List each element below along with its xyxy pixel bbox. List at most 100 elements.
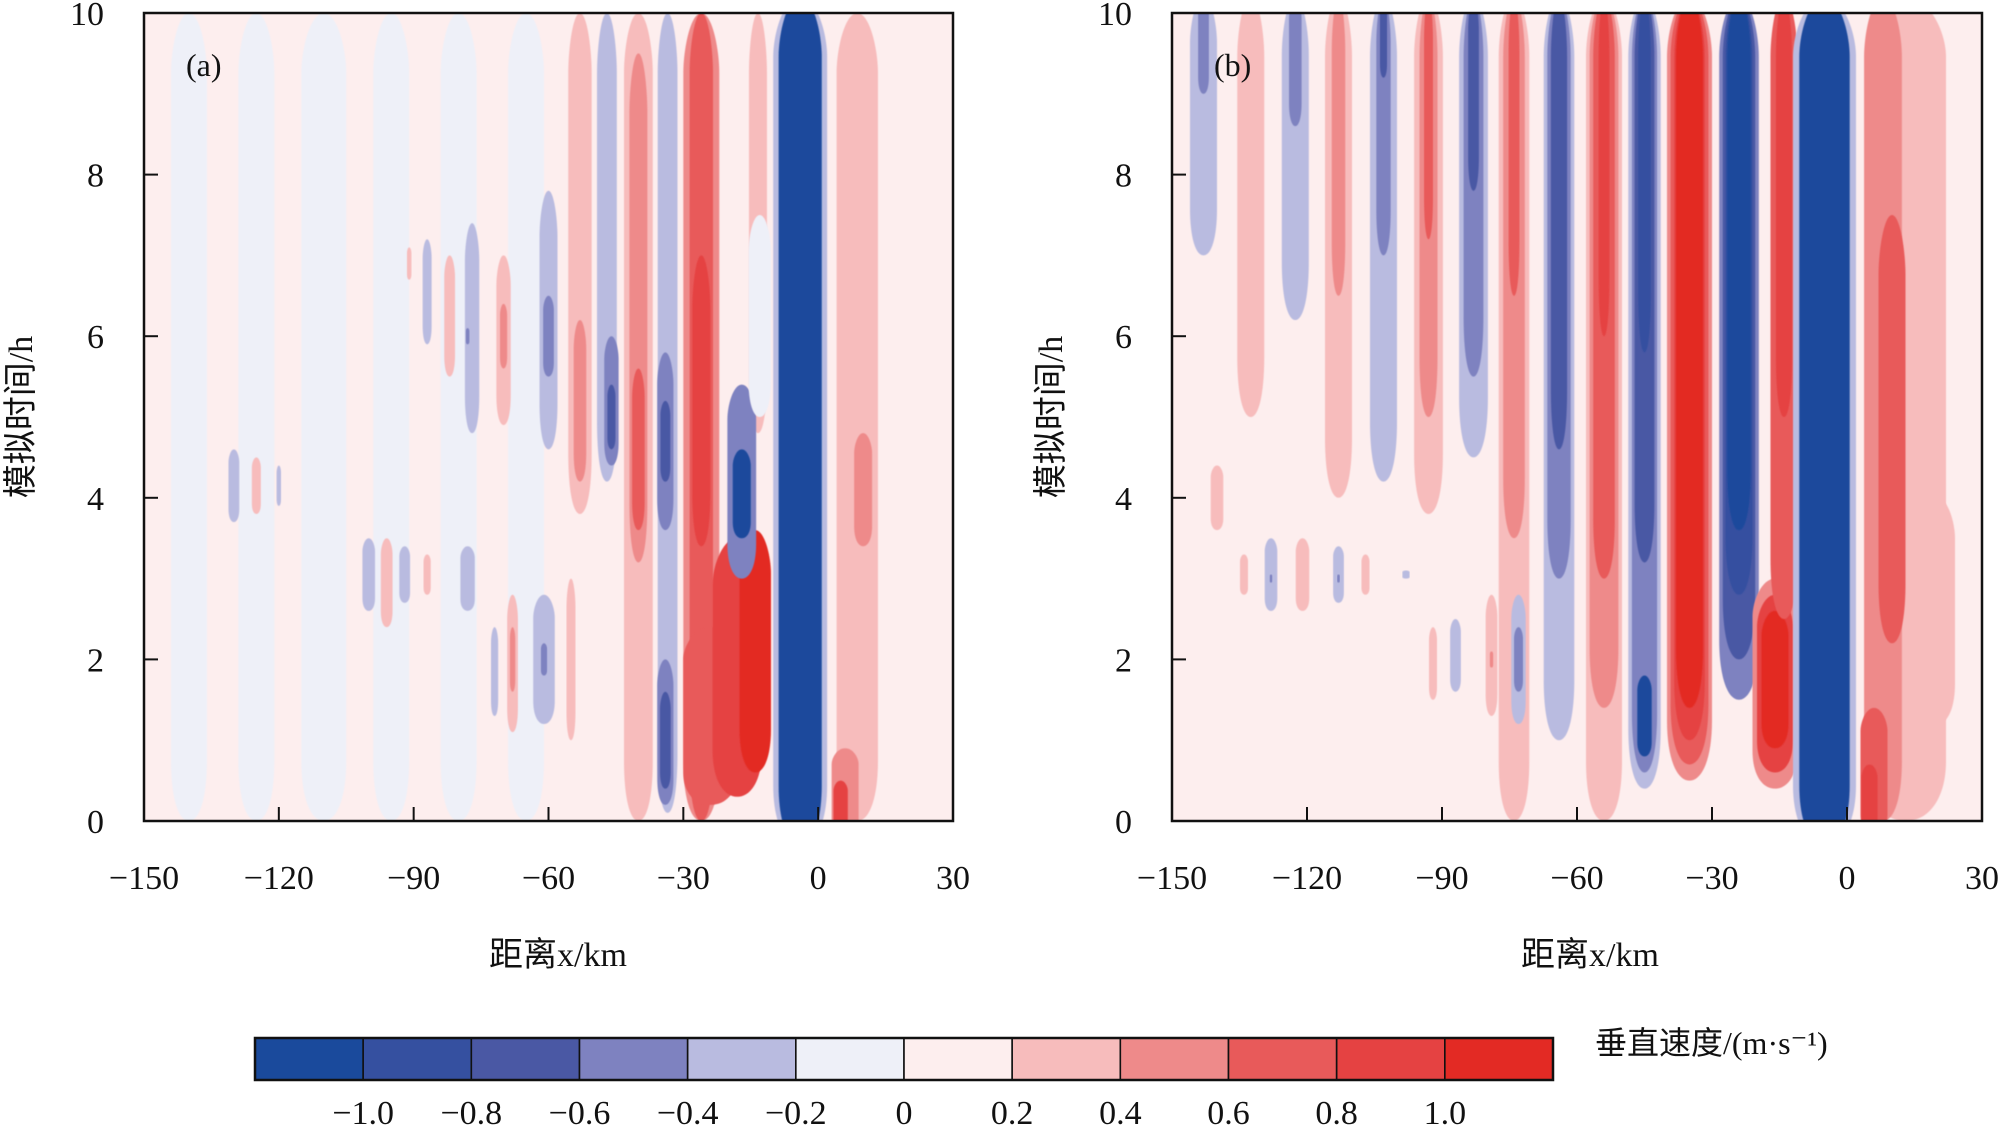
contour-feature [1514,627,1523,692]
contour-feature [1295,538,1310,611]
colorbar-tick-label: −0.6 [549,1095,611,1126]
x-tick-label: −90 [1415,860,1468,897]
colorbar-swatch [362,1037,473,1081]
contour-feature [380,538,393,628]
contour-feature [301,13,347,821]
contour-feature [836,13,878,821]
x-axis-title-b: 距离x/km [1521,936,1659,974]
contour-feature [1361,554,1370,595]
contour-feature [739,530,771,773]
contour-feature [499,303,508,369]
y-tick-label: 8 [87,158,104,195]
contour-feature [732,449,751,539]
contour-feature [1727,13,1751,531]
contour-feature [748,215,771,417]
colorbar: −1.0 −0.8 −0.6 −0.4 −0.2 0 0.2 0.4 0.6 0.8 1.0 垂直速… [253,1025,1828,1126]
x-tick-label: −120 [1272,860,1342,897]
contour-feature [1210,465,1224,531]
colorbar-tick-label: −1.0 [332,1095,394,1126]
x-tick-label: −30 [1685,860,1738,897]
contour-feature [1337,574,1340,583]
panel-label-a: (a) [186,47,222,83]
y-tick-label: 0 [87,804,104,841]
contour-feature [440,13,477,821]
contour-feature [1424,13,1433,240]
contour-feature [460,546,475,611]
colorbar-swatch [903,1037,1013,1081]
y-tick-label: 4 [87,481,104,518]
y-tick-label: 8 [1115,158,1132,195]
colorbar-title: 垂直速度/(m·s⁻¹) [1595,1025,1828,1061]
contour-feature [1638,13,1651,353]
colorbar-tick-label: −0.2 [765,1095,827,1126]
contour-feature [833,780,848,821]
contour-feature [573,320,587,482]
colorbar-swatch [1444,1037,1554,1081]
y-tick-label: 0 [1115,804,1132,841]
contour-feature [399,546,411,603]
contour-feature [464,223,480,434]
y-tick-label: 6 [87,319,104,356]
x-tick-label: −30 [657,860,710,897]
contour-feature [1237,13,1265,417]
contour-feature [423,554,431,595]
ticks-b: −150 −120 −90 −60 −30 0 30 0 2 4 6 8 10 [1098,0,1999,897]
contour-feature [1508,13,1520,296]
y-tick-label: 10 [1098,0,1132,33]
contour-feature [607,384,616,450]
contour-feature [1376,13,1391,256]
contour-field-a [144,13,953,821]
contour-feature [1269,574,1273,583]
colorbar-tick-label: 0 [896,1095,913,1126]
contour-feature [406,247,412,280]
contour-feature [1799,13,1850,821]
contour-feature [1489,651,1494,668]
panel-label-b: (b) [1214,47,1251,83]
contour-feature [1468,13,1479,191]
contour-feature [543,295,554,377]
contour-feature [1450,619,1461,692]
contour-feature [422,239,432,345]
contour-feature [1428,627,1438,700]
panel-a: −150 −120 −90 −60 −30 0 30 0 2 4 6 8 10 (a) 距离x/km 模… [2,0,970,974]
x-tick-label: −60 [522,860,575,897]
contour-feature [1239,554,1249,595]
contour-feature [228,449,240,523]
contour-feature [276,465,282,506]
contour-feature [1775,13,1793,417]
contour-feature [238,13,275,821]
y-tick-label: 2 [1115,642,1132,679]
y-tick-label: 6 [1115,319,1132,356]
contour-feature [509,627,516,692]
colorbar-boxes [253,1036,1555,1082]
x-tick-label: −120 [244,860,314,897]
contour-feature [444,255,456,377]
x-tick-label: −90 [387,860,440,897]
y-tick-label: 4 [1115,481,1132,518]
colorbar-tick-label: 0.6 [1207,1095,1250,1126]
contour-feature [1402,570,1410,579]
colorbar-tick-label: 0.4 [1099,1095,1142,1126]
contour-feature [632,368,645,531]
contour-feature [778,13,822,821]
y-tick-label: 10 [70,0,104,33]
colorbar-swatch [1335,1037,1446,1081]
colorbar-swatch [578,1037,689,1081]
colorbar-tick-label: 1.0 [1424,1095,1467,1126]
contour-feature [854,433,873,547]
colorbar-tick-label: 0.2 [991,1095,1034,1126]
colorbar-tick-label: −0.8 [440,1095,502,1126]
colorbar-swatch [1227,1037,1338,1081]
x-tick-label: −150 [109,860,179,897]
contour-feature [1598,13,1610,337]
x-tick-label: −150 [1137,860,1207,897]
colorbar-swatch [470,1037,581,1081]
x-axis-title-a: 距离x/km [489,936,627,974]
contour-feature [251,457,261,514]
panel-b: −150 −120 −90 −60 −30 0 30 0 2 4 6 8 10 (b) 距离x/km 模… [1032,0,1999,974]
contour-feature [1198,13,1209,94]
colorbar-swatch [795,1037,905,1081]
contour-feature [1761,610,1789,749]
colorbar-tick-label: −0.4 [657,1095,719,1126]
colorbar-tick-labels: −1.0 −0.8 −0.6 −0.4 −0.2 0 0.2 0.4 0.6 0.8 1.0 [332,1095,1466,1126]
